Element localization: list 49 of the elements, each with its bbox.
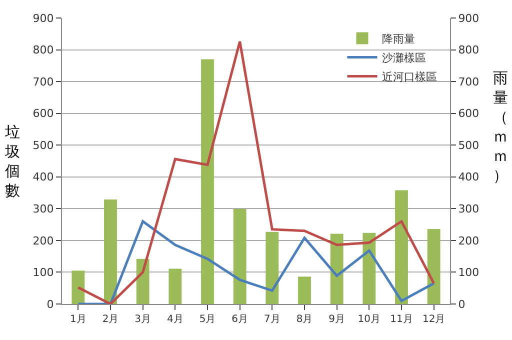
y2-tick-label: 500 <box>458 138 480 152</box>
x-tick-label: 6月 <box>232 314 248 325</box>
bar <box>201 59 214 304</box>
bar <box>298 276 311 304</box>
y2-tick-label: 700 <box>458 75 480 88</box>
y-tick-label: 100 <box>32 266 54 280</box>
bar <box>362 232 376 304</box>
y-axis-title: 垃圾個數 <box>4 123 20 200</box>
bar <box>266 232 279 304</box>
y-tick-label: 300 <box>32 202 54 216</box>
y-tick-label: 400 <box>32 170 54 184</box>
legend-label: 沙灘樣區 <box>382 52 426 65</box>
x-tick-label: 8月 <box>296 314 313 325</box>
y-tick-label: 600 <box>32 107 54 120</box>
legend-label: 降雨量 <box>382 32 416 46</box>
y2-tick-label: 100 <box>458 266 480 280</box>
x-tick-label: 7月 <box>264 314 280 325</box>
y2-tick-label: 800 <box>458 44 480 57</box>
x-tick-label: 12月 <box>422 314 446 325</box>
x-tick-label: 10月 <box>358 314 381 325</box>
y-tick-label: 700 <box>32 75 54 88</box>
x-tick-label: 5月 <box>199 314 216 325</box>
y2-tick-label: 900 <box>458 12 480 25</box>
y2-tick-label: 300 <box>458 202 480 216</box>
line-series <box>76 220 436 304</box>
bar <box>233 208 246 304</box>
x-tick-label: 4月 <box>166 314 184 325</box>
bar <box>427 229 440 304</box>
y-tick-label: 500 <box>32 138 54 152</box>
y2-tick-label: 400 <box>458 170 480 184</box>
x-tick-label: 9月 <box>328 314 346 325</box>
y-tick-label: 0 <box>46 298 54 311</box>
bar <box>104 199 117 304</box>
legend-label: 近河口樣區 <box>382 70 438 84</box>
bar <box>72 270 85 304</box>
x-tick-label: 3月 <box>134 314 152 325</box>
bar <box>330 234 344 304</box>
bar <box>168 268 182 304</box>
y2-tick-label: 0 <box>458 298 466 311</box>
bar <box>395 190 408 304</box>
x-tick-label: 2月 <box>102 314 119 325</box>
y2-tick-label: 600 <box>458 107 480 120</box>
x-tick-label: 11月 <box>390 314 413 325</box>
y-tick-label: 900 <box>32 12 54 25</box>
y-tick-label: 800 <box>32 44 54 57</box>
y2-tick-label: 200 <box>458 234 480 248</box>
y-tick-label: 200 <box>32 234 54 248</box>
y2-axis-title: 雨量（ｍｍ） <box>493 69 508 184</box>
x-tick-label: 1月 <box>70 314 86 325</box>
